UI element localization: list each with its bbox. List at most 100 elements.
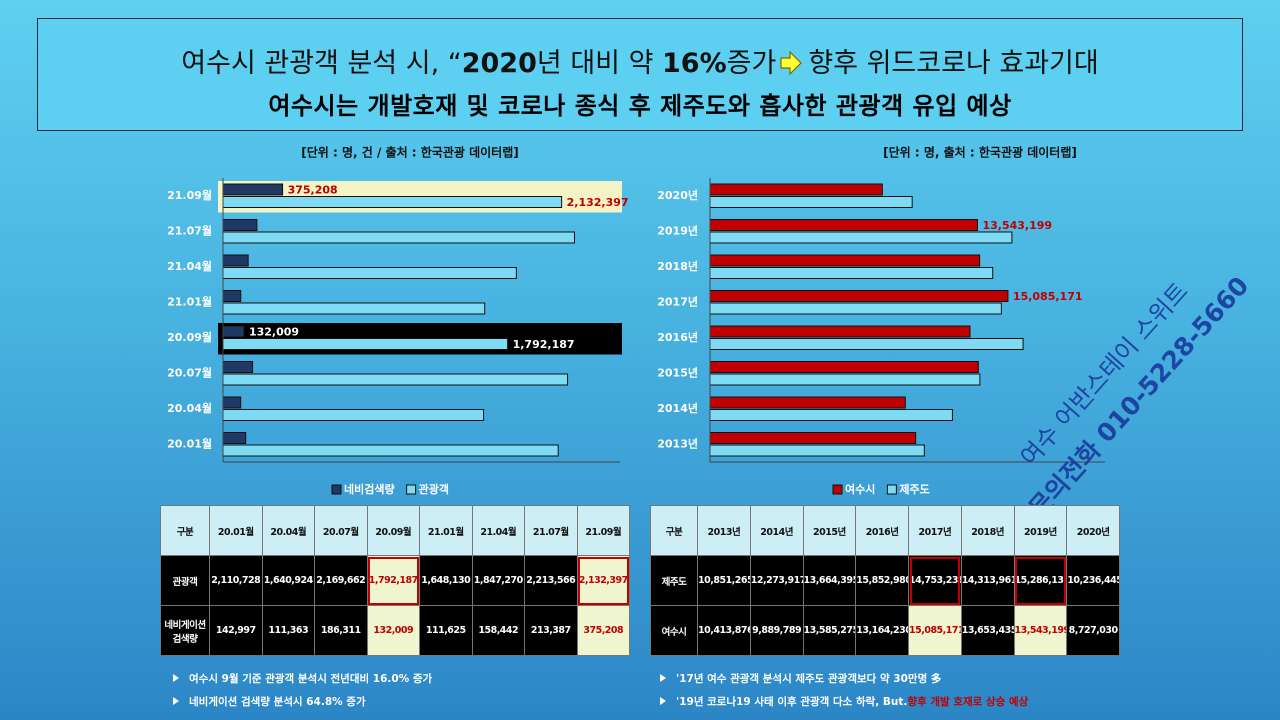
- header-cell: 구분: [160, 505, 210, 556]
- table-cell: 132,009: [366, 605, 420, 656]
- note: '19년 코로나19 사태 이후 관광객 다소 하락, But.향후 개발 호재…: [660, 694, 1028, 709]
- y-tick-label: 2016년: [657, 330, 698, 344]
- legend-label: 제주도: [899, 482, 929, 496]
- data-label: 375,208: [288, 184, 338, 197]
- table-cell: 111,625: [419, 605, 473, 656]
- note-text: '17년 여수 관광객 분석시 제주도 관광객보다 약 30만명 多: [676, 673, 942, 685]
- note-text: 여수시 9월 기준 관광객 분석시 전년대비 16.0% 증가: [189, 673, 433, 685]
- bar: [709, 196, 913, 208]
- table-row: 네비게이션 검색량 142,997 111,363 186,311 132,009 111…: [160, 605, 630, 656]
- row-header: 제주도: [650, 555, 698, 606]
- table-cell: 1,847,270: [471, 555, 525, 606]
- table-cell: 142,997: [209, 605, 263, 656]
- header-cell: 21.04월: [471, 505, 525, 556]
- y-tick-label: 20.07월: [167, 365, 212, 379]
- table-cell: 14,313,961: [960, 555, 1015, 606]
- table-cell: 8,727,030: [1066, 605, 1120, 656]
- data-label: 2,132,397: [567, 196, 629, 209]
- header-cell: 2013년: [697, 505, 751, 556]
- bar: [709, 361, 979, 373]
- y-tick-label: 2019년: [657, 223, 698, 237]
- note: '17년 여수 관광객 분석시 제주도 관광객보다 약 30만명 多: [660, 671, 941, 686]
- y-tick-label: 2013년: [657, 436, 698, 450]
- table-cell: 13,653,435: [960, 605, 1015, 656]
- bar: [709, 444, 925, 457]
- bar: [709, 409, 953, 421]
- y-tick-label: 2017년: [657, 294, 698, 308]
- bar: [709, 325, 971, 338]
- table-cell: 14,753,236: [908, 555, 962, 606]
- table-cell: 158,442: [471, 605, 525, 656]
- table-row: 구분 2013년 2014년 2015년 2016년 2017년 2018년 2019년 202…: [650, 505, 1120, 556]
- note-text: 네비게이션 검색량 분석시 64.8% 증가: [189, 696, 366, 708]
- bar: [222, 444, 559, 457]
- data-table: 구분 20.01월 20.04월 20.07월 20.09월 21.01월 21.04월 21…: [160, 505, 630, 656]
- title-box: 여수시 관광객 분석 시, “2020년 대비 약 16%증가 향후 위드코로나 …: [37, 18, 1243, 131]
- arrow-icon: [780, 50, 803, 76]
- bar: [709, 231, 1013, 244]
- note-text: 향후 개발 호재로 상승 예상: [907, 696, 1029, 708]
- bar: [222, 361, 254, 373]
- header-cell: 20.01월: [209, 505, 263, 556]
- table-cell: 15,852,980: [855, 555, 909, 606]
- table-cell: 2,132,397: [576, 555, 630, 606]
- data-label: 1,792,187: [513, 338, 575, 351]
- bar: [222, 338, 509, 350]
- y-tick-label: 21.01월: [167, 294, 212, 308]
- table-cell: 15,286,136: [1013, 555, 1068, 606]
- table-row: 여수시 10,413,876 9,889,789 13,585,275 13,164,2…: [650, 605, 1120, 656]
- title-text: 여수시 관광객 분석 시, “: [181, 48, 462, 79]
- y-tick-label: 2014년: [657, 401, 698, 415]
- row-header: 관광객: [160, 555, 210, 606]
- table-row: 관광객 2,110,728 1,640,924 2,169,662 1,792,187 1…: [160, 555, 630, 606]
- bar: [222, 183, 284, 196]
- y-tick-label: 20.04월: [167, 401, 212, 415]
- table-cell: 2,213,566: [524, 555, 578, 606]
- header-cell: 2018년: [960, 505, 1015, 556]
- legend-swatch: [406, 484, 417, 495]
- table-cell: 13,664,395: [802, 555, 857, 606]
- table-cell: 375,208: [576, 605, 630, 656]
- table-cell: 186,311: [314, 605, 368, 656]
- legend-label: 여수시: [845, 482, 875, 496]
- bar: [222, 325, 245, 338]
- bar: [222, 302, 486, 315]
- legend-label: 관광객: [419, 482, 449, 496]
- bar: [222, 254, 249, 267]
- bar: [709, 373, 981, 386]
- header-cell: 구분: [650, 505, 698, 556]
- y-tick-label: 20.09월: [167, 330, 212, 344]
- y-tick-label: 21.09월: [167, 188, 212, 202]
- table-cell: 13,543,199: [1013, 605, 1068, 656]
- header-cell: 20.07월: [314, 505, 368, 556]
- data-label: 132,009: [249, 326, 299, 339]
- table-row: 구분 20.01월 20.04월 20.07월 20.09월 21.01월 21.04월 21…: [160, 505, 630, 556]
- y-tick-label: 2015년: [657, 365, 698, 379]
- header-cell: 2016년: [855, 505, 909, 556]
- table-cell: 12,273,917: [749, 555, 804, 606]
- bar: [709, 290, 1009, 302]
- bar: [709, 183, 883, 196]
- watermark: 문의전화 010-5228-5660: [1023, 271, 1254, 523]
- header-cell: 21.01월: [419, 505, 473, 556]
- y-tick-label: 21.04월: [167, 259, 212, 273]
- bar: [709, 267, 994, 279]
- header-cell: 2020년: [1066, 505, 1120, 556]
- header-cell: 21.09월: [576, 505, 630, 556]
- bar: [222, 196, 563, 208]
- title-text: 증가: [726, 48, 777, 79]
- header-cell: 20.04월: [261, 505, 315, 556]
- table-cell: 1,640,924: [261, 555, 315, 606]
- bar: [222, 409, 485, 421]
- bar: [222, 432, 247, 444]
- bar: [709, 302, 1002, 315]
- table-cell: 213,387: [524, 605, 578, 656]
- data-label: 13,543,199: [982, 219, 1052, 232]
- note-text: '19년 코로나19 사태 이후 관광객 다소 하락, But.: [676, 696, 908, 708]
- table-cell: 10,236,445: [1066, 555, 1120, 606]
- bar: [222, 290, 242, 302]
- table-cell: 10,413,876: [697, 605, 751, 656]
- table-cell: 9,889,789: [749, 605, 804, 656]
